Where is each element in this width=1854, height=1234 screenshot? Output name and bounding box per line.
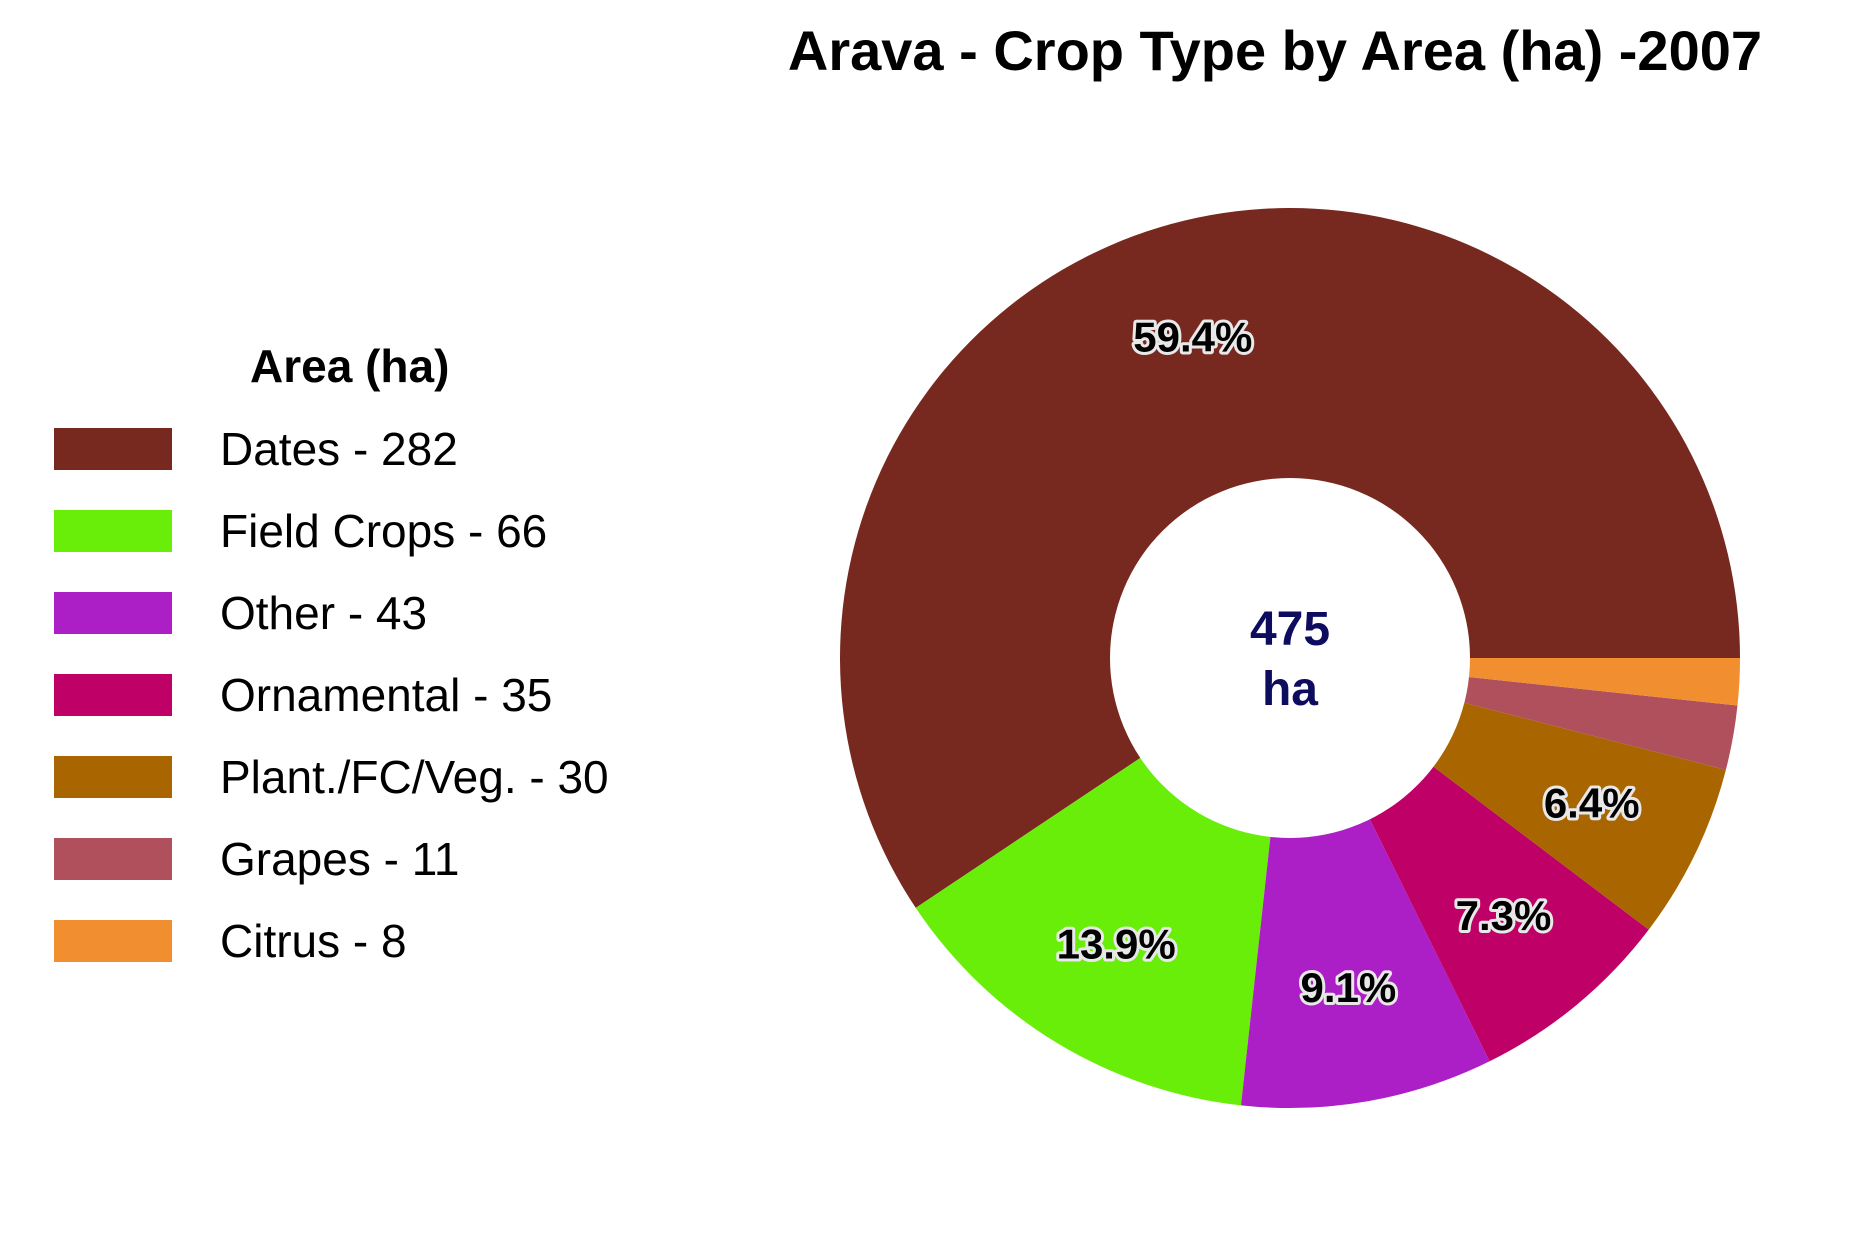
legend-label-other: Other - 43 (220, 587, 428, 639)
chart-title: Arava - Crop Type by Area (ha) -2007 (787, 19, 1762, 82)
donut-hole (1110, 478, 1470, 838)
slice-label-dates: 59.4% (1133, 313, 1252, 360)
legend-label-citrus: Citrus - 8 (220, 915, 407, 967)
legend-label-field-crops: Field Crops - 66 (220, 505, 548, 557)
legend-swatch-citrus (54, 920, 172, 962)
legend-title: Area (ha) (250, 340, 450, 392)
chart-title-row: Arava - Crop Type by Area (ha) -2007 (0, 18, 1854, 83)
legend-item-other: Other - 43 (54, 572, 694, 654)
legend-swatch-field-crops (54, 510, 172, 552)
slice-labels: 59.4% 13.9% 9.1% 7.3% 6.4% (1054, 310, 1643, 1013)
legend-item-plant-fc-veg: Plant./FC/Veg. - 30 (54, 736, 694, 818)
legend-label-grapes: Grapes - 11 (220, 833, 460, 885)
legend-swatch-grapes (54, 838, 172, 880)
legend-item-field-crops: Field Crops - 66 (54, 490, 694, 572)
center-unit: ha (1262, 663, 1318, 716)
legend-item-ornamental: Ornamental - 35 (54, 654, 694, 736)
legend-item-citrus: Citrus - 8 (54, 900, 694, 982)
legend-swatch-other (54, 592, 172, 634)
center-value: 475 (1250, 603, 1330, 656)
legend: Area (ha) Dates - 282 Field Crops - 66 O… (54, 338, 694, 982)
legend-swatch-ornamental (54, 674, 172, 716)
legend-item-dates: Dates - 282 (54, 408, 694, 490)
slice-label-field-crops: 13.9% (1057, 920, 1176, 967)
slice-label-other: 9.1% (1301, 964, 1397, 1011)
legend-item-grapes: Grapes - 11 (54, 818, 694, 900)
legend-swatch-plant-fc-veg (54, 756, 172, 798)
legend-label-plant-fc-veg: Plant./FC/Veg. - 30 (220, 751, 609, 803)
slice-label-ornamental: 7.3% (1456, 892, 1552, 939)
legend-swatch-dates (54, 428, 172, 470)
slice-label-plant-fc-veg: 6.4% (1544, 780, 1640, 827)
legend-label-dates: Dates - 282 (220, 423, 458, 475)
legend-label-ornamental: Ornamental - 35 (220, 669, 553, 721)
